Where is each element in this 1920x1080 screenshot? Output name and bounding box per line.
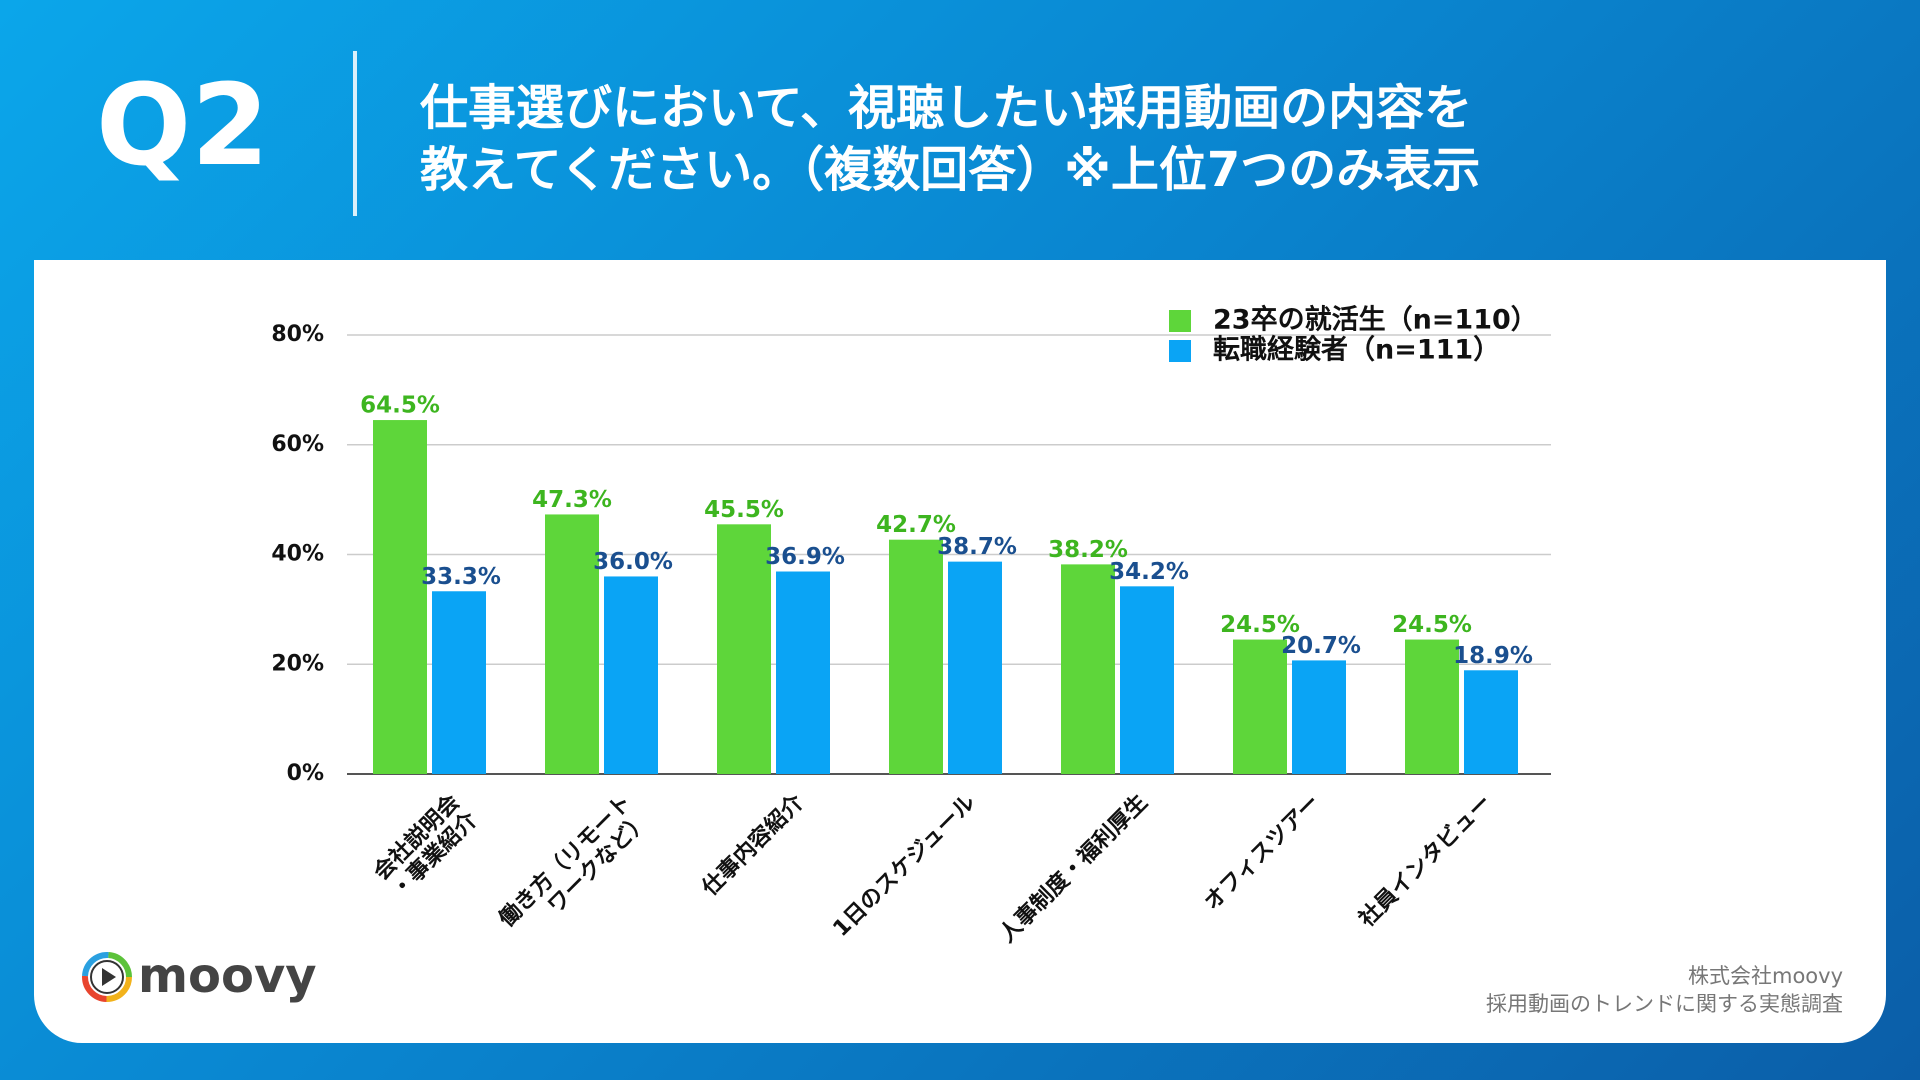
- bar: [1061, 564, 1115, 774]
- bar: [717, 524, 771, 774]
- bar: [432, 591, 486, 774]
- logo-text: moovy: [138, 948, 317, 1004]
- value-label: 64.5%: [360, 393, 440, 419]
- bar: [604, 576, 658, 774]
- bar: [545, 514, 599, 774]
- legend-swatch: [1169, 340, 1191, 362]
- value-label: 24.5%: [1220, 612, 1300, 638]
- question-label: Q2: [96, 61, 270, 191]
- value-label: 36.0%: [593, 549, 673, 575]
- y-tick-label: 80%: [271, 322, 324, 347]
- bar: [889, 539, 943, 774]
- value-label: 42.7%: [876, 512, 956, 538]
- credit: 採用動画のトレンドに関する実態調査: [1486, 992, 1843, 1016]
- bar: [776, 571, 830, 774]
- value-label: 24.5%: [1392, 612, 1472, 638]
- y-tick-label: 20%: [271, 651, 324, 676]
- y-tick-label: 60%: [271, 432, 324, 457]
- legend-swatch: [1169, 310, 1191, 332]
- value-label: 18.9%: [1453, 643, 1533, 669]
- value-label: 36.9%: [765, 544, 845, 570]
- divider: [353, 51, 357, 216]
- bar: [1405, 639, 1459, 774]
- value-label: 47.3%: [532, 487, 612, 513]
- y-tick-label: 0%: [287, 761, 324, 786]
- bar: [373, 420, 427, 774]
- logo-icon: [82, 952, 132, 1002]
- question-title: 仕事選びにおいて、視聴したい採用動画の内容を: [420, 80, 1473, 136]
- legend-label: 23卒の就活生（n=110）: [1213, 304, 1538, 336]
- value-label: 20.7%: [1281, 633, 1361, 659]
- y-tick-label: 40%: [271, 542, 324, 567]
- value-label: 34.2%: [1109, 559, 1189, 585]
- value-label: 33.3%: [421, 564, 501, 590]
- bar: [948, 561, 1002, 774]
- value-label: 45.5%: [704, 497, 784, 523]
- value-label: 38.7%: [937, 534, 1017, 560]
- legend-label: 転職経験者（n=111）: [1213, 334, 1500, 366]
- question-title: 教えてください。（複数回答）※上位7つのみ表示: [420, 142, 1481, 198]
- bar: [1233, 639, 1287, 774]
- credit: 株式会社moovy: [1687, 964, 1843, 988]
- bar: [1464, 670, 1518, 774]
- bar: [1292, 660, 1346, 774]
- value-label: 38.2%: [1048, 537, 1128, 563]
- bar: [1120, 586, 1174, 774]
